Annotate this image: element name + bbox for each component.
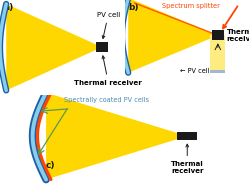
Text: Thermal
receiver: Thermal receiver [227, 29, 249, 42]
Bar [210, 35, 225, 73]
Text: Thermal
receiver: Thermal receiver [171, 144, 204, 174]
Polygon shape [6, 4, 102, 90]
Text: Spectrum splitter: Spectrum splitter [162, 3, 220, 9]
Text: b): b) [128, 3, 139, 12]
Text: c): c) [46, 161, 56, 170]
Bar [177, 132, 197, 140]
Text: Thermal receiver: Thermal receiver [74, 56, 142, 86]
Bar [210, 70, 225, 73]
Text: PV cell: PV cell [97, 12, 120, 39]
Polygon shape [46, 93, 187, 180]
Polygon shape [128, 0, 218, 73]
Bar [212, 30, 224, 40]
Text: ← PV cell: ← PV cell [180, 68, 209, 74]
Bar [96, 42, 108, 52]
Text: a): a) [4, 3, 14, 12]
Text: Spectrally coated PV cells: Spectrally coated PV cells [64, 97, 149, 103]
